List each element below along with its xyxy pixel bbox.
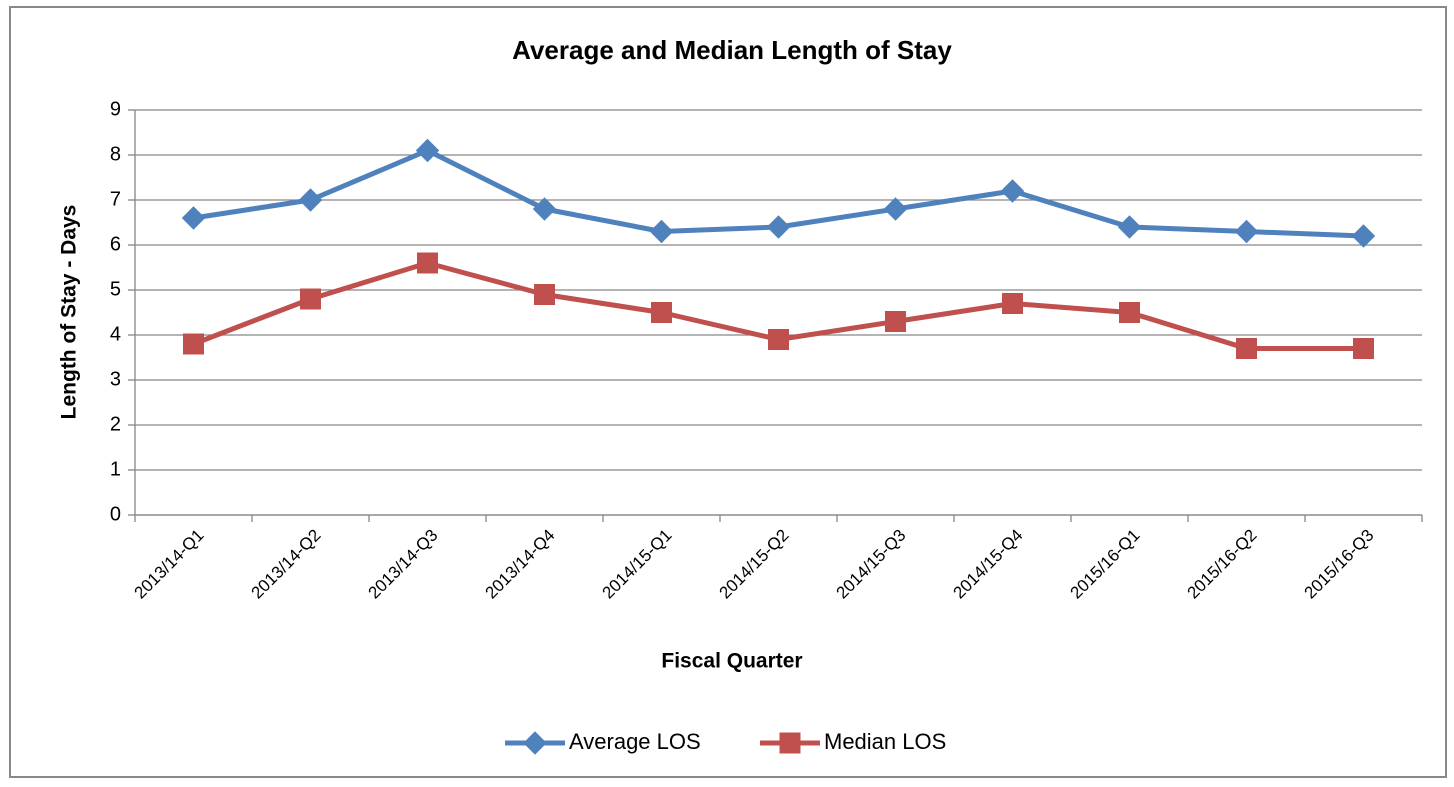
diamond-marker	[649, 219, 674, 244]
diamond-marker	[532, 197, 557, 221]
square-marker	[779, 732, 801, 754]
y-axis-title: Length of Stay - Days	[58, 205, 81, 420]
square-marker	[1119, 302, 1140, 323]
diamond-marker	[298, 188, 323, 212]
chart-border	[9, 6, 1447, 778]
square-marker	[417, 252, 438, 274]
square-marker	[1002, 293, 1023, 314]
diamond-marker	[181, 206, 206, 230]
square-marker	[300, 288, 321, 310]
square-marker	[534, 284, 555, 305]
y-tick-label: 1	[110, 458, 121, 480]
square-marker	[1236, 338, 1257, 359]
square-marker	[768, 329, 789, 350]
y-tick-label: 6	[110, 233, 121, 255]
y-tick-label: 3	[110, 368, 121, 390]
legend-label: Average LOS	[569, 729, 701, 754]
chart-title: Average and Median Length of Stay	[512, 35, 952, 65]
y-tick-label: 7	[110, 188, 121, 210]
y-tick-label: 4	[110, 323, 121, 345]
diamond-marker	[1351, 224, 1376, 248]
y-tick-label: 0	[110, 503, 121, 525]
diamond-marker	[1000, 179, 1025, 203]
x-axis-title: Fiscal Quarter	[661, 650, 802, 673]
square-marker	[1353, 338, 1374, 359]
y-tick-label: 5	[110, 278, 121, 300]
y-tick-label: 2	[110, 413, 121, 435]
diamond-marker	[1234, 219, 1259, 244]
y-tick-label: 9	[110, 98, 121, 120]
y-tick-label: 8	[110, 143, 121, 165]
diamond-marker	[883, 197, 908, 221]
square-marker	[183, 333, 204, 355]
diamond-marker	[766, 215, 791, 239]
legend-label: Median LOS	[824, 729, 946, 754]
square-marker	[651, 302, 672, 323]
diamond-marker	[1117, 215, 1142, 239]
diamond-marker	[523, 731, 547, 755]
square-marker	[885, 311, 906, 332]
diamond-marker	[415, 138, 440, 163]
